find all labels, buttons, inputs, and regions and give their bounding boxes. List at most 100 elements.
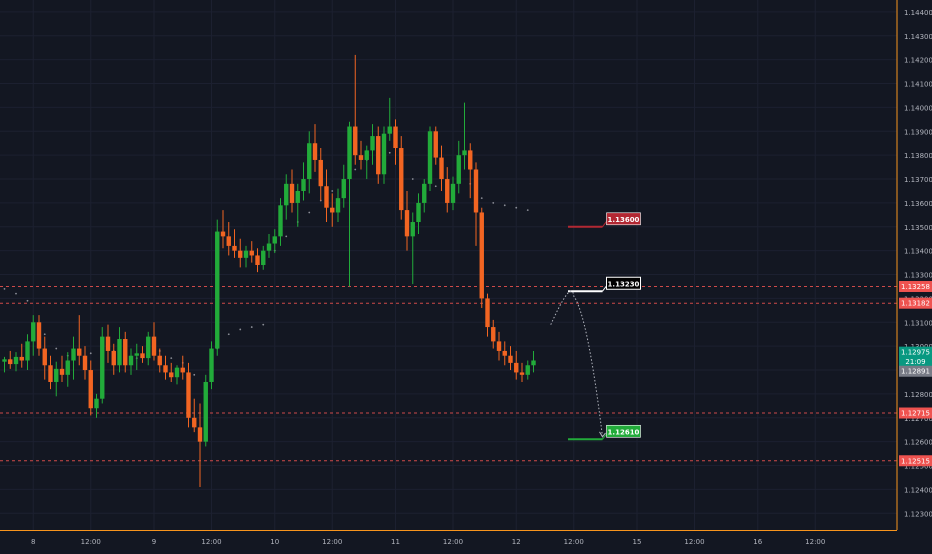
candles bbox=[2, 54, 536, 488]
price-tick-label: 1.14000 bbox=[904, 104, 932, 112]
candle-body bbox=[31, 322, 36, 342]
indicator-dot bbox=[503, 204, 506, 207]
indicator-dot bbox=[411, 178, 414, 180]
candle-body bbox=[410, 222, 415, 237]
projection-arrowhead bbox=[599, 431, 606, 438]
candle-body bbox=[2, 359, 7, 362]
candle-body bbox=[416, 202, 421, 223]
candle-body bbox=[450, 183, 456, 203]
candle-body bbox=[42, 348, 47, 366]
indicator-dot bbox=[250, 326, 253, 328]
candle-body bbox=[496, 341, 502, 351]
candle-body bbox=[25, 341, 30, 361]
candle-body bbox=[387, 126, 392, 134]
level-price-tag bbox=[899, 280, 932, 292]
candle-body bbox=[88, 370, 93, 409]
candle-body bbox=[514, 362, 519, 373]
indicator-dot bbox=[89, 352, 92, 355]
current-price-tag-text: 21:09 bbox=[905, 358, 925, 366]
time-axis[interactable]: 8 12:00 9 12:00 10 12:00 11 12:00 12 12:00 15 12:00… bbox=[31, 538, 825, 546]
candle-body bbox=[111, 350, 116, 366]
candle-body bbox=[485, 298, 490, 328]
candle-body bbox=[226, 236, 231, 246]
time-tick-label: 12:00 bbox=[805, 538, 825, 546]
indicator-dot bbox=[170, 357, 173, 360]
candle-body bbox=[146, 336, 151, 359]
target-label-box bbox=[606, 424, 641, 438]
candle-body bbox=[272, 236, 277, 244]
indicator-dot bbox=[308, 211, 311, 214]
price-tick-label: 1.13800 bbox=[904, 152, 932, 160]
candle-body bbox=[203, 381, 208, 442]
candle-body bbox=[445, 179, 450, 203]
price-tick-label: 1.12800 bbox=[904, 391, 932, 399]
price-tick-label: 1.13500 bbox=[904, 224, 932, 232]
indicator-dot bbox=[515, 206, 518, 209]
candle-body bbox=[140, 353, 145, 359]
candle-body bbox=[169, 372, 174, 378]
candle-body bbox=[100, 336, 105, 399]
time-tick-label: 16 bbox=[753, 538, 762, 546]
candle-body bbox=[462, 150, 467, 156]
price-tick-label: 1.14300 bbox=[904, 33, 932, 41]
indicator-dot bbox=[193, 373, 196, 376]
indicator-dot bbox=[480, 197, 483, 200]
time-tick-label: 9 bbox=[152, 538, 156, 546]
candle-body bbox=[13, 356, 19, 365]
projection-curve bbox=[550, 290, 603, 437]
candle-body bbox=[8, 359, 13, 365]
candle-body bbox=[261, 250, 266, 265]
indicator-dot bbox=[55, 347, 58, 350]
candle-body bbox=[163, 365, 168, 373]
candle-body bbox=[433, 131, 438, 158]
candle-body bbox=[134, 353, 139, 356]
level-price-tag bbox=[899, 407, 932, 419]
time-tick-label: 8 bbox=[31, 538, 35, 546]
candle-body bbox=[284, 183, 289, 206]
price-tags: 1.13258 1.13182 1.12715 1.12515 1.1297521:09… bbox=[899, 280, 932, 467]
price-tick-label: 1.12600 bbox=[904, 439, 932, 447]
price-tick-label: 1.12700 bbox=[904, 415, 932, 423]
candle-body bbox=[249, 250, 254, 256]
target-label-text: 1.12610 bbox=[608, 428, 640, 436]
candle-body bbox=[278, 205, 283, 237]
price-tick-label: 1.14200 bbox=[904, 57, 932, 65]
drawings: 1.13600 1.13230 1.12610 bbox=[550, 212, 641, 441]
candle-body bbox=[36, 322, 42, 349]
candle-body bbox=[215, 231, 220, 349]
time-tick-label: 12:00 bbox=[322, 538, 342, 546]
candle-body bbox=[301, 179, 306, 191]
indicator-dot bbox=[285, 235, 288, 238]
candle-body bbox=[48, 365, 53, 382]
candle-body bbox=[330, 207, 335, 213]
indicator-dot bbox=[526, 209, 529, 211]
candle-body bbox=[341, 179, 346, 199]
candle-body bbox=[370, 136, 375, 151]
current-price-tag bbox=[899, 346, 932, 358]
price-tick-label: 1.13600 bbox=[904, 200, 932, 208]
time-tick-label: 12:00 bbox=[81, 538, 101, 546]
candle-body bbox=[422, 183, 427, 203]
indicator-dot bbox=[3, 287, 6, 290]
price-tick-label: 1.13900 bbox=[904, 128, 932, 136]
candle-body bbox=[468, 150, 473, 170]
candle-body bbox=[71, 348, 76, 361]
candle-body bbox=[347, 126, 352, 180]
time-tick-label: 12:00 bbox=[201, 538, 221, 546]
price-tick-label: 1.14100 bbox=[904, 81, 932, 89]
candle-body bbox=[209, 348, 214, 382]
level-price-tag bbox=[899, 455, 932, 467]
candle-body bbox=[358, 155, 364, 160]
candle-body bbox=[519, 372, 525, 375]
candle-body bbox=[439, 157, 444, 180]
candle-body bbox=[59, 368, 65, 375]
candle-body bbox=[197, 427, 203, 442]
candle-body bbox=[192, 417, 197, 428]
candle-body bbox=[502, 350, 507, 356]
price-tick-label: 1.13700 bbox=[904, 176, 932, 184]
indicator-dot bbox=[227, 333, 230, 336]
candle-body bbox=[525, 365, 530, 375]
candle-body bbox=[65, 360, 70, 375]
time-axis-panel bbox=[0, 530, 932, 550]
